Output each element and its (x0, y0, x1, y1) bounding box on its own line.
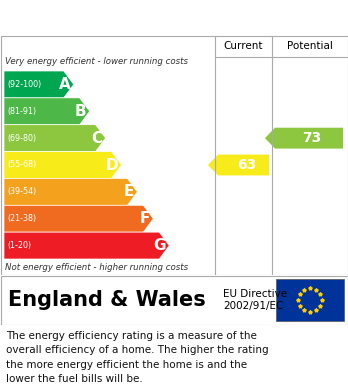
Polygon shape (265, 128, 343, 149)
Text: (92-100): (92-100) (7, 80, 41, 89)
Text: 63: 63 (237, 158, 256, 172)
Polygon shape (4, 125, 105, 152)
Polygon shape (4, 152, 121, 178)
Text: C: C (92, 131, 103, 145)
Text: (69-80): (69-80) (7, 134, 36, 143)
Text: E: E (124, 185, 134, 199)
Text: England & Wales: England & Wales (8, 290, 206, 310)
Polygon shape (208, 154, 269, 176)
Text: B: B (75, 104, 87, 119)
Text: G: G (154, 238, 166, 253)
Text: EU Directive
2002/91/EC: EU Directive 2002/91/EC (223, 289, 287, 311)
Polygon shape (4, 232, 169, 259)
Bar (276, 279, 344, 321)
Text: (21-38): (21-38) (7, 214, 36, 223)
Text: The energy efficiency rating is a measure of the
overall efficiency of a home. T: The energy efficiency rating is a measur… (6, 331, 269, 384)
Text: 73: 73 (302, 131, 322, 145)
Text: Not energy efficient - higher running costs: Not energy efficient - higher running co… (5, 262, 188, 271)
Text: (1-20): (1-20) (7, 241, 31, 250)
Polygon shape (4, 178, 137, 205)
Text: (39-54): (39-54) (7, 187, 36, 196)
Text: D: D (106, 158, 118, 172)
Text: Current: Current (224, 41, 263, 51)
Text: (81-91): (81-91) (7, 107, 36, 116)
Text: Energy Efficiency Rating: Energy Efficiency Rating (60, 9, 288, 27)
Text: (55-68): (55-68) (7, 160, 36, 170)
Polygon shape (4, 205, 153, 232)
Polygon shape (4, 98, 90, 125)
Text: Potential: Potential (287, 41, 333, 51)
Text: A: A (59, 77, 71, 92)
Text: Very energy efficient - lower running costs: Very energy efficient - lower running co… (5, 57, 188, 66)
Polygon shape (4, 71, 74, 98)
Text: F: F (140, 211, 150, 226)
